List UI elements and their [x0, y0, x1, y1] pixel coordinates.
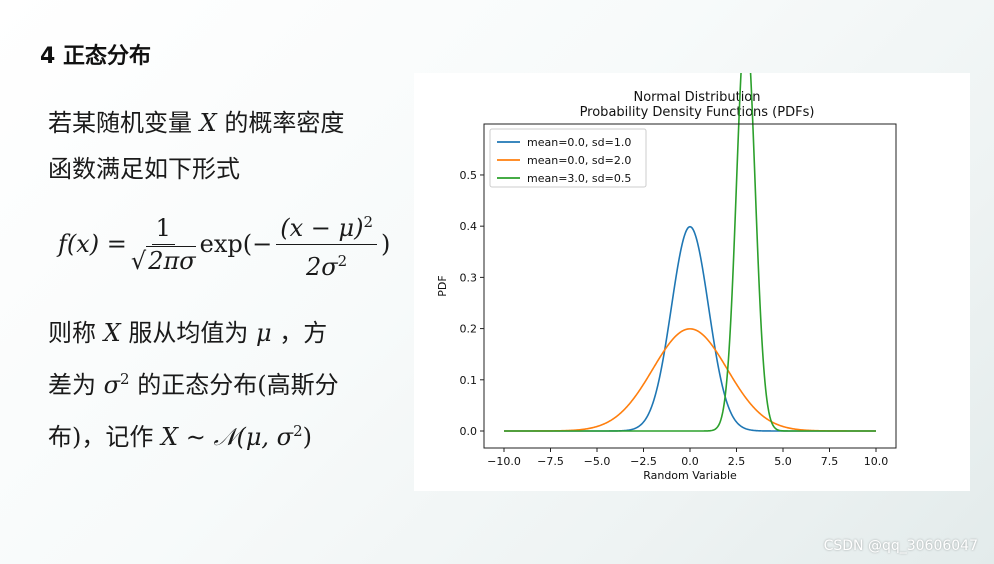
conclusion-line-3: 布)，记作 X ∼ 𝒩(μ, σ2): [48, 408, 339, 460]
definition-text: 的概率密度: [224, 109, 345, 137]
axis-layer: −10.0 −7.5 −5.0 −2.5 0.0 2.5 5.0 7.5 10.0 0.0 0.1 0…: [460, 169, 889, 468]
y-tick-label: 0.3: [460, 271, 478, 284]
series-line-2: [504, 328, 876, 432]
legend-box: [489, 128, 647, 188]
conclusion-text: 差为: [48, 371, 96, 399]
pdf-formula: f(x) = 1 √2πσ exp(− (x − μ)2 2σ2 ): [58, 212, 391, 281]
definition-line-1: 若某随机变量 X 的概率密度: [48, 100, 344, 146]
x-tick-label: 5.0: [774, 455, 792, 468]
x-tick-label: 2.5: [728, 455, 746, 468]
x-tick-label: 0.0: [681, 455, 699, 468]
variable-x: X: [199, 109, 217, 137]
fraction-1-numerator: 1: [151, 214, 175, 245]
conclusion-paragraph: 则称 X 服从均值为 μ ，方 差为 σ2 的正态分布(高斯分 布)，记作 X …: [48, 310, 339, 460]
variable-x: X: [103, 319, 121, 347]
formula-lhs: f(x) =: [58, 230, 127, 258]
fraction-1-denominator: √2πσ: [130, 245, 196, 275]
x-axis-label: Random Variable: [643, 469, 737, 482]
sigma-symbol: σ: [103, 371, 121, 399]
chart-title-line-1: Normal Distribution: [633, 90, 760, 105]
y-axis-label: PDF: [436, 275, 449, 296]
numerator-exponent: 2: [363, 212, 373, 231]
legend-label-1: mean=0.0, sd=1.0: [527, 136, 631, 149]
conclusion-line-2: 差为 σ2 的正态分布(高斯分: [48, 356, 339, 408]
definition-line-2: 函数满足如下形式: [48, 155, 240, 183]
series-line-3: [504, 21, 876, 432]
legend: mean=0.0, sd=1.0 mean=0.0, sd=2.0 mean=3.0…: [489, 128, 647, 188]
x-tick-label: 7.5: [821, 455, 839, 468]
y-tick-label: 0.1: [460, 374, 478, 387]
denominator-text: 2σ: [305, 252, 338, 281]
legend-label-2: mean=0.0, sd=2.0: [527, 154, 631, 167]
sqrt-argument: 2πσ: [146, 245, 196, 275]
formula-exp: exp(−: [199, 230, 273, 258]
definition-text: 若某随机变量: [48, 109, 192, 137]
y-tick-label: 0.4: [460, 220, 478, 233]
chart-title-line-2: Probability Density Functions (PDFs): [580, 105, 815, 120]
slide-title: 4 正态分布: [40, 44, 151, 69]
x-tick-label: −7.5: [537, 455, 564, 468]
y-tick-label: 0.2: [460, 323, 478, 336]
fraction-2-denominator: 2σ2: [306, 245, 347, 281]
conclusion-text: 服从均值为: [128, 319, 249, 347]
conclusion-text: 的正态分布(高斯分: [137, 371, 339, 399]
legend-label-3: mean=3.0, sd=0.5: [527, 172, 631, 185]
conclusion-text: 则称: [48, 319, 96, 347]
definition-paragraph: 若某随机变量 X 的概率密度 函数满足如下形式: [48, 100, 344, 192]
conclusion-text: 布)，记作: [48, 423, 154, 451]
numerator-text: (x − μ): [280, 213, 364, 242]
conclusion-line-1: 则称 X 服从均值为 μ ，方: [48, 310, 339, 356]
notation-close-paren: ): [302, 423, 312, 451]
conclusion-text: ，方: [279, 319, 328, 347]
y-tick-label: 0.0: [460, 425, 478, 438]
x-tick-label: 10.0: [864, 455, 889, 468]
formula-fraction-2: (x − μ)2 2σ2: [276, 208, 377, 281]
fraction-2-numerator: (x − μ)2: [276, 208, 377, 245]
formula-fraction-1: 1 √2πσ: [131, 214, 196, 275]
chart-panel: Normal Distribution Probability Density …: [414, 21, 970, 491]
mean-symbol: μ: [256, 319, 272, 347]
watermark: CSDN @qq_30606047: [823, 538, 978, 554]
formula-close-paren: ): [380, 230, 391, 258]
notation-exponent: 2: [293, 422, 303, 440]
pdf-chart: Normal Distribution Probability Density …: [436, 21, 897, 482]
x-tick-label: −2.5: [630, 455, 657, 468]
denominator-exponent: 2: [337, 251, 348, 270]
x-tick-label: −10.0: [487, 455, 521, 468]
normal-notation: X ∼ 𝒩(μ, σ: [161, 423, 294, 451]
x-tick-label: −5.0: [584, 455, 611, 468]
plot-layer: [504, 21, 876, 432]
y-tick-label: 0.5: [460, 169, 478, 182]
sigma-exponent: 2: [120, 370, 130, 388]
